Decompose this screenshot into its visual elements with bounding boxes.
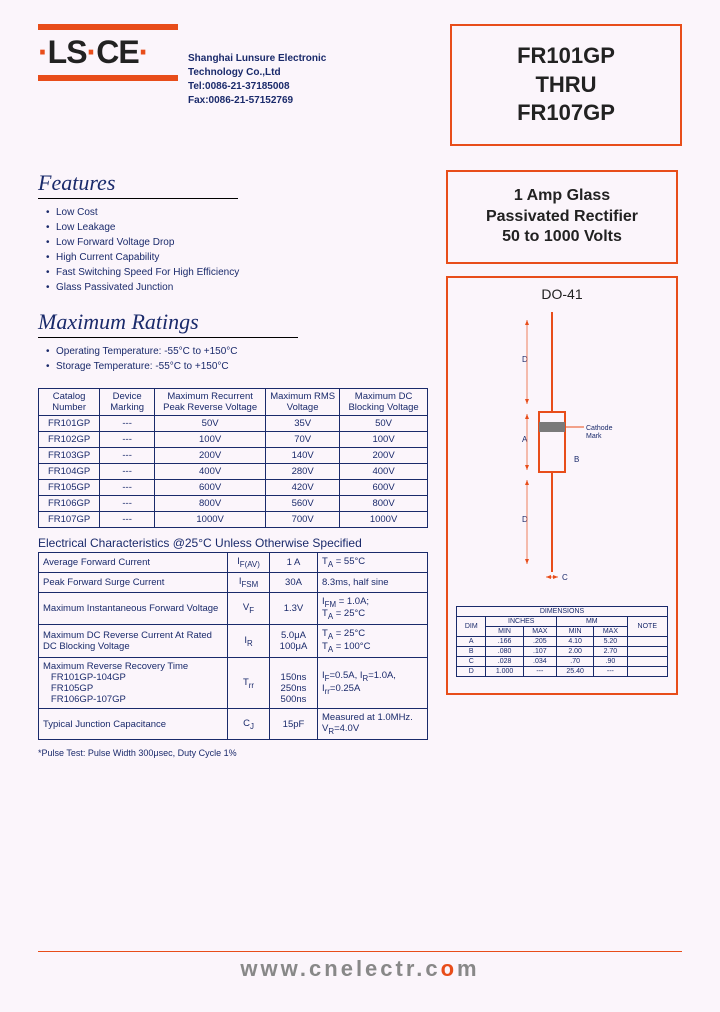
table-row: FR101GP---50V35V50V: [39, 415, 428, 431]
feature-item: Low Cost: [38, 205, 428, 220]
table-row: Maximum Instantaneous Forward VoltageVF1…: [39, 592, 428, 625]
table-row: D1.000---25.40---: [457, 667, 668, 677]
table-row: Average Forward CurrentIF(AV)1 ATA = 55°…: [39, 552, 428, 572]
table-row: Maximum Reverse Recovery Time FR101GP-10…: [39, 658, 428, 709]
logo: ·LS·CE·: [38, 24, 178, 146]
svg-text:Mark: Mark: [586, 433, 602, 440]
feature-item: Low Forward Voltage Drop: [38, 235, 428, 250]
product-subtitle: 1 Amp Glass Passivated Rectifier 50 to 1…: [446, 170, 678, 264]
feature-item: Fast Switching Speed For High Efficiency: [38, 265, 428, 280]
features-heading: Features: [38, 170, 428, 196]
table-row: FR106GP---800V560V800V: [39, 495, 428, 511]
maxrating-bullet: Storage Temperature: -55°C to +150°C: [38, 359, 428, 374]
table-row: Typical Junction CapacitanceCJ15pFMeasur…: [39, 709, 428, 740]
package-drawing: DO-41 Cathode Mark D A B D C: [446, 276, 678, 695]
table-row: FR102GP---100V70V100V: [39, 431, 428, 447]
table-row: FR104GP---400V280V400V: [39, 463, 428, 479]
table-row: C.028.034.70.90: [457, 657, 668, 667]
table-row: FR103GP---200V140V200V: [39, 447, 428, 463]
features-list: Low CostLow LeakageLow Forward Voltage D…: [38, 205, 428, 295]
table-row: FR107GP---1000V700V1000V: [39, 511, 428, 527]
footer: www.cnelectr.com: [0, 951, 720, 982]
part-number-title: FR101GP THRU FR107GP: [450, 24, 682, 146]
maxrating-bullet: Operating Temperature: -55°C to +150°C: [38, 344, 428, 359]
elec-heading: Electrical Characteristics @25°C Unless …: [38, 536, 428, 550]
table-row: FR105GP---600V420V600V: [39, 479, 428, 495]
maxratings-heading: Maximum Ratings: [38, 309, 428, 335]
table-row: B.080.1072.002.70: [457, 647, 668, 657]
table-row: Maximum DC Reverse Current At Rated DC B…: [39, 625, 428, 658]
svg-text:Cathode: Cathode: [586, 425, 613, 432]
elec-table: Average Forward CurrentIF(AV)1 ATA = 55°…: [38, 552, 428, 740]
svg-text:C: C: [562, 573, 568, 582]
company-info: Shanghai Lunsure Electronic Technology C…: [188, 52, 326, 146]
feature-item: Glass Passivated Junction: [38, 280, 428, 295]
svg-text:B: B: [574, 455, 579, 464]
ratings-table: Catalog NumberDevice MarkingMaximum Recu…: [38, 388, 428, 528]
dimensions-table: DIMENSIONS DIMINCHESMMNOTE MINMAXMINMAX …: [456, 606, 668, 677]
table-row: Peak Forward Surge CurrentIFSM30A8.3ms, …: [39, 572, 428, 592]
feature-item: Low Leakage: [38, 220, 428, 235]
maxratings-bullets: Operating Temperature: -55°C to +150°CSt…: [38, 344, 428, 374]
table-row: A.166.2054.105.20: [457, 637, 668, 647]
elec-footnote: *Pulse Test: Pulse Width 300μsec, Duty C…: [38, 748, 428, 758]
footer-url: www.cnelectr.com: [0, 956, 720, 982]
feature-item: High Current Capability: [38, 250, 428, 265]
diode-icon: Cathode Mark D A B D C: [492, 312, 632, 592]
